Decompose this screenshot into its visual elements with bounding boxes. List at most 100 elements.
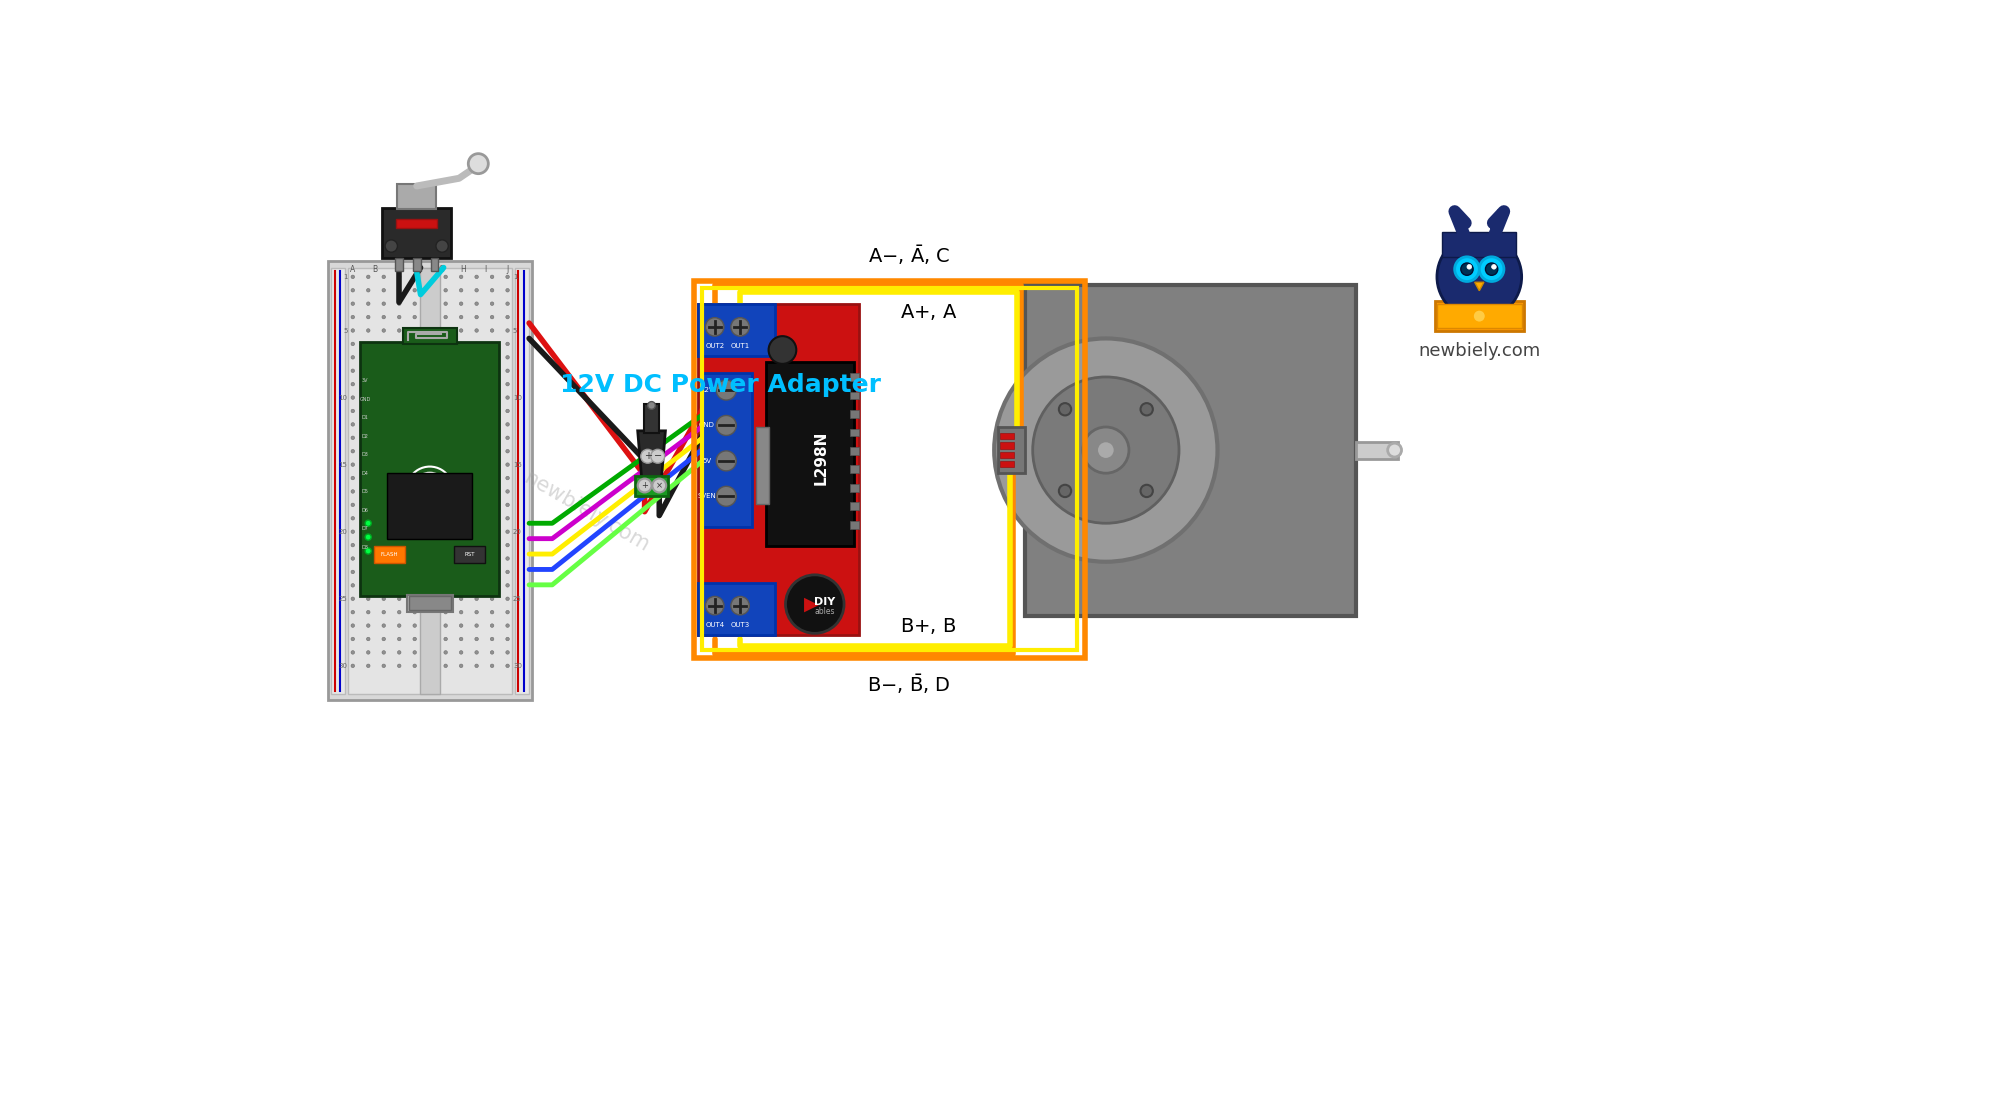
Circle shape: [412, 597, 416, 600]
Bar: [850, 447, 860, 455]
Circle shape: [1454, 256, 1480, 281]
Circle shape: [398, 329, 400, 333]
Circle shape: [444, 557, 448, 560]
Circle shape: [444, 610, 448, 614]
Circle shape: [506, 422, 510, 427]
Bar: [406, 595, 452, 612]
Text: A$+$, A: A$+$, A: [900, 302, 956, 323]
Bar: [1436, 304, 1522, 328]
Circle shape: [412, 382, 416, 386]
Circle shape: [474, 329, 478, 333]
Circle shape: [366, 516, 370, 520]
Circle shape: [412, 342, 416, 346]
Circle shape: [382, 637, 386, 641]
Circle shape: [412, 516, 416, 520]
Circle shape: [398, 543, 400, 547]
Circle shape: [474, 436, 478, 439]
Bar: [348, 268, 512, 694]
Circle shape: [460, 276, 462, 279]
Circle shape: [460, 530, 462, 533]
Circle shape: [352, 463, 354, 466]
Circle shape: [412, 463, 416, 466]
Text: D3: D3: [362, 452, 368, 457]
Bar: [396, 220, 438, 228]
Text: RST: RST: [464, 552, 476, 558]
Circle shape: [474, 422, 478, 427]
Circle shape: [490, 276, 494, 279]
Circle shape: [716, 380, 736, 400]
Circle shape: [444, 436, 448, 439]
Text: D1: D1: [362, 416, 368, 420]
Circle shape: [412, 316, 416, 319]
Circle shape: [490, 342, 494, 346]
Circle shape: [490, 329, 494, 333]
Circle shape: [716, 451, 736, 470]
Bar: [1000, 442, 1014, 448]
Bar: [398, 185, 436, 209]
Circle shape: [506, 651, 510, 654]
Circle shape: [506, 342, 510, 346]
Text: B$+$, B: B$+$, B: [900, 616, 956, 636]
Text: D4: D4: [362, 470, 368, 476]
Circle shape: [366, 557, 370, 560]
Circle shape: [1486, 263, 1498, 276]
Circle shape: [506, 624, 510, 627]
Circle shape: [412, 289, 416, 292]
Circle shape: [444, 597, 448, 600]
Circle shape: [444, 368, 448, 373]
Circle shape: [352, 557, 354, 560]
Circle shape: [474, 597, 478, 600]
Circle shape: [460, 302, 462, 306]
Circle shape: [382, 597, 386, 600]
Circle shape: [352, 395, 354, 400]
Circle shape: [474, 557, 478, 560]
Circle shape: [366, 637, 370, 641]
Circle shape: [460, 463, 462, 466]
Circle shape: [490, 610, 494, 614]
Circle shape: [412, 409, 416, 413]
Circle shape: [398, 289, 400, 292]
Circle shape: [1480, 256, 1504, 281]
Circle shape: [506, 436, 510, 439]
Circle shape: [366, 476, 370, 479]
Circle shape: [382, 289, 386, 292]
Circle shape: [366, 436, 370, 439]
Circle shape: [506, 395, 510, 400]
Circle shape: [366, 409, 370, 413]
Circle shape: [398, 449, 400, 452]
Text: 12V DC Power Adapter: 12V DC Power Adapter: [560, 373, 882, 396]
Bar: [454, 547, 486, 563]
Circle shape: [444, 409, 448, 413]
Circle shape: [398, 368, 400, 373]
Circle shape: [352, 355, 354, 360]
Circle shape: [412, 543, 416, 547]
Circle shape: [490, 436, 494, 439]
Text: E: E: [394, 265, 400, 274]
Circle shape: [382, 624, 386, 627]
Bar: [332, 268, 346, 694]
Circle shape: [460, 329, 462, 333]
Bar: [430, 258, 438, 271]
Text: ×: ×: [656, 480, 662, 491]
Text: L298N: L298N: [814, 430, 828, 485]
Circle shape: [382, 543, 386, 547]
Bar: [850, 466, 860, 473]
Text: D2: D2: [362, 433, 368, 439]
Circle shape: [398, 436, 400, 439]
Circle shape: [352, 570, 354, 573]
Bar: [702, 373, 752, 528]
Circle shape: [398, 530, 400, 533]
Circle shape: [444, 316, 448, 319]
Circle shape: [506, 557, 510, 560]
Bar: [644, 404, 660, 433]
Circle shape: [382, 409, 386, 413]
Circle shape: [474, 543, 478, 547]
Circle shape: [490, 597, 494, 600]
Circle shape: [1460, 263, 1474, 276]
Bar: [1356, 441, 1398, 458]
Circle shape: [444, 449, 448, 452]
Text: 3V: 3V: [362, 379, 368, 383]
Text: G: G: [438, 265, 444, 274]
Circle shape: [444, 530, 448, 533]
Text: 15: 15: [338, 461, 348, 468]
